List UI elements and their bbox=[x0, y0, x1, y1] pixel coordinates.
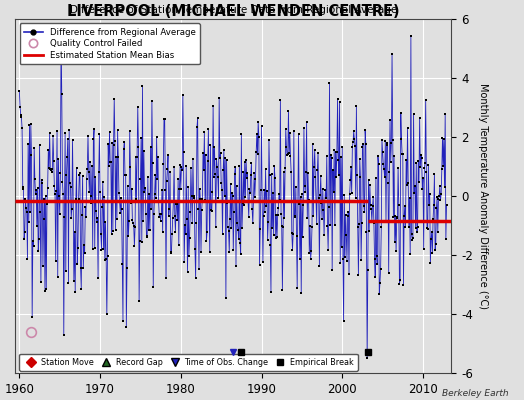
Y-axis label: Monthly Temperature Anomaly Difference (°C): Monthly Temperature Anomaly Difference (… bbox=[478, 83, 488, 309]
Text: Berkeley Earth: Berkeley Earth bbox=[442, 389, 508, 398]
Title: LIVERPOOL (MICHAEL WENDEN CENTRE): LIVERPOOL (MICHAEL WENDEN CENTRE) bbox=[67, 4, 400, 19]
Text: Difference of Station Temperature Data from Regional Average: Difference of Station Temperature Data f… bbox=[70, 4, 397, 14]
Legend: Station Move, Record Gap, Time of Obs. Change, Empirical Break: Station Move, Record Gap, Time of Obs. C… bbox=[19, 354, 358, 371]
